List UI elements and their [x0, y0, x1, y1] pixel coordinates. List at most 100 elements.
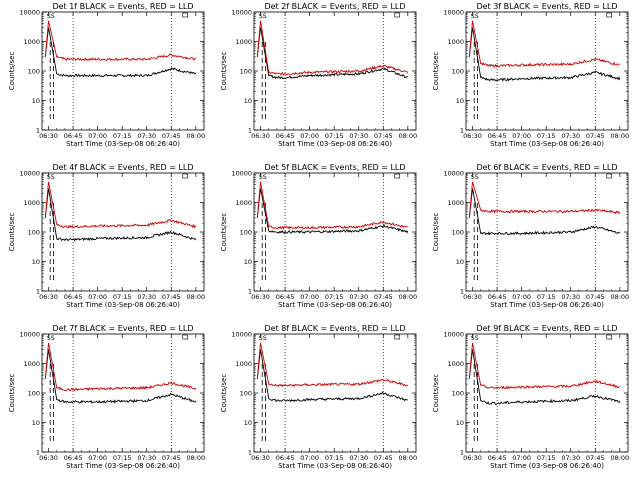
y-tick-label: 10 [32, 258, 40, 266]
y-tick-label: 100 [240, 229, 252, 237]
x-tick-label: 06:45 [276, 132, 295, 140]
y-tick-label: 1 [248, 288, 252, 296]
chart-panel-4: Det 4f BLACK = Events, RED = LLD 1 10 100 10… [8, 163, 205, 309]
y-tick-label: 10 [456, 419, 464, 427]
marker-label: SS [47, 335, 55, 342]
chart-panel-2: Det 2f BLACK = Events, RED = LLD 1 10 100 10… [220, 2, 417, 148]
x-tick-label: 07:00 [512, 293, 531, 301]
y-tick-label: 100 [452, 68, 464, 76]
chart-title: Det 8f BLACK = Events, RED = LLD [264, 324, 405, 333]
x-tick-label: 07:00 [300, 293, 319, 301]
marker-label: SS [471, 13, 479, 20]
y-tick-label: 1 [460, 288, 464, 296]
y-tick-label: 1000 [235, 360, 252, 368]
x-tick-label: 06:45 [276, 454, 295, 462]
lld-series-line [256, 20, 409, 76]
y-tick-label: 10000 [443, 170, 464, 178]
lld-series-line [44, 20, 196, 62]
marker-box [606, 173, 613, 179]
x-tick-label: 06:30 [39, 293, 58, 301]
x-tick-label: 07:15 [325, 132, 344, 140]
x-tick-label: 07:30 [349, 293, 368, 301]
y-axis-label: Counts/sec [432, 213, 440, 252]
x-tick-label: 07:45 [374, 132, 393, 140]
y-tick-label: 100 [452, 390, 464, 398]
x-tick-label: 07:45 [374, 454, 393, 462]
y-tick-label: 100 [240, 68, 252, 76]
lld-series-line [44, 181, 197, 229]
x-tick-label: 07:30 [561, 293, 580, 301]
x-tick-label: 07:45 [586, 132, 605, 140]
chart-panel-3: Det 3f BLACK = Events, RED = LLD 1 10 100 10… [432, 2, 629, 148]
plot-frame [253, 333, 417, 453]
chart-title: Det 5f BLACK = Events, RED = LLD [264, 163, 405, 172]
chart-panel-6: Det 6f BLACK = Events, RED = LLD 1 10 100 10… [432, 163, 629, 309]
events-series-line [44, 188, 197, 242]
x-axis-label: Start Time (03-Sep-08 06:26:40) [490, 462, 604, 470]
y-tick-label: 100 [28, 68, 40, 76]
y-tick-label: 100 [240, 390, 252, 398]
plot-frame [253, 172, 417, 292]
lld-series-line [256, 181, 408, 231]
marker-box [182, 334, 189, 340]
chart-title: Det 1f BLACK = Events, RED = LLD [52, 2, 193, 11]
y-axis-label: Counts/sec [220, 213, 228, 252]
lld-series-line [44, 342, 197, 392]
marker-label: SS [47, 174, 55, 181]
marker-box [394, 173, 401, 179]
y-axis-label: Counts/sec [8, 213, 16, 252]
marker-label: SS [259, 335, 267, 342]
x-tick-label: 07:00 [512, 132, 531, 140]
x-tick-label: 07:30 [137, 132, 156, 140]
x-axis-label: Start Time (03-Sep-08 06:26:40) [490, 301, 604, 309]
x-tick-label: 06:45 [64, 454, 83, 462]
x-tick-label: 07:00 [88, 454, 107, 462]
plot-frame [41, 172, 205, 292]
x-tick-label: 07:00 [88, 293, 107, 301]
y-tick-label: 100 [28, 229, 40, 237]
plot-frame [41, 333, 205, 453]
x-tick-label: 07:00 [300, 454, 319, 462]
x-tick-label: 06:45 [488, 132, 507, 140]
x-axis-label: Start Time (03-Sep-08 06:26:40) [490, 140, 604, 148]
x-tick-label: 08:00 [186, 132, 205, 140]
y-tick-label: 1 [248, 127, 252, 135]
marker-label: SS [471, 335, 479, 342]
x-tick-label: 06:30 [39, 132, 58, 140]
x-tick-label: 08:00 [186, 293, 205, 301]
x-tick-label: 06:30 [39, 454, 58, 462]
y-tick-label: 10 [456, 97, 464, 105]
marker-box [606, 12, 613, 18]
x-tick-label: 06:45 [276, 293, 295, 301]
x-tick-label: 06:30 [251, 132, 270, 140]
x-axis-label: Start Time (03-Sep-08 06:26:40) [66, 462, 180, 470]
x-tick-label: 07:30 [349, 454, 368, 462]
y-axis-label: Counts/sec [8, 374, 16, 413]
chart-panel-8: Det 8f BLACK = Events, RED = LLD 1 10 100 10… [220, 324, 417, 470]
marker-label: SS [471, 174, 479, 181]
y-tick-label: 1000 [235, 38, 252, 46]
x-tick-label: 07:15 [537, 454, 556, 462]
y-tick-label: 1000 [23, 199, 40, 207]
x-tick-label: 08:00 [186, 454, 205, 462]
events-series-line [468, 349, 621, 405]
x-tick-label: 07:30 [137, 293, 156, 301]
y-tick-label: 100 [28, 390, 40, 398]
y-tick-label: 10 [244, 97, 252, 105]
x-tick-label: 07:45 [586, 454, 605, 462]
chart-panel-9: Det 9f BLACK = Events, RED = LLD 1 10 100 10… [432, 324, 629, 470]
marker-label: SS [259, 174, 267, 181]
y-axis-label: Counts/sec [8, 52, 16, 91]
y-axis-label: Counts/sec [220, 374, 228, 413]
x-axis-label: Start Time (03-Sep-08 06:26:40) [278, 462, 392, 470]
events-series-line [44, 349, 197, 404]
x-tick-label: 08:00 [610, 132, 629, 140]
x-tick-label: 07:00 [300, 132, 319, 140]
y-tick-label: 10000 [19, 9, 40, 17]
chart-title: Det 9f BLACK = Events, RED = LLD [476, 324, 617, 333]
y-tick-label: 1 [36, 449, 40, 457]
y-axis-label: Counts/sec [432, 52, 440, 91]
marker-box [182, 12, 189, 18]
y-tick-label: 1000 [447, 199, 464, 207]
